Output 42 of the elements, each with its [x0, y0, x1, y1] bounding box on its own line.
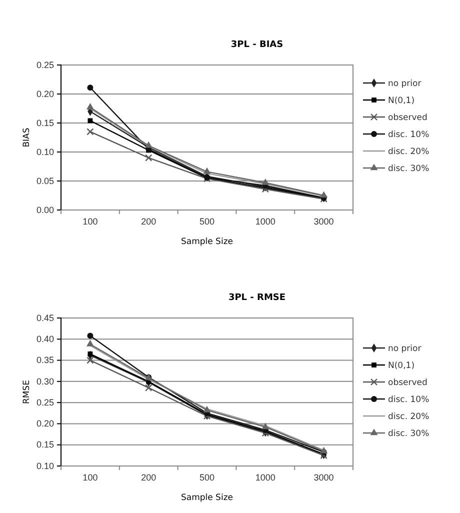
- legend-label: N(0,1): [388, 96, 415, 106]
- y-tick-label: 0.15: [36, 118, 54, 128]
- x-tick-label: 200: [141, 472, 156, 482]
- legend-label: no prior: [388, 79, 422, 89]
- y-tick-label: 0.05: [36, 176, 54, 186]
- x-tick-label: 1000: [255, 216, 276, 226]
- x-tick-label: 1000: [255, 472, 276, 482]
- y-tick-label: 0.45: [36, 312, 54, 323]
- y-tick-label: 0.20: [36, 418, 54, 429]
- y-tick-label: 0.30: [36, 376, 54, 386]
- x-tick-label: 500: [199, 472, 215, 482]
- x-axis-title: Sample Size: [180, 493, 234, 503]
- y-tick-label: 0.40: [36, 334, 54, 344]
- y-tick-label: 0.15: [36, 440, 54, 450]
- y-tick-label: 0.20: [36, 88, 54, 99]
- x-tick-label: 100: [82, 216, 98, 226]
- y-axis-title: RMSE: [22, 380, 32, 404]
- x-tick-label: 100: [82, 472, 98, 482]
- legend-label: disc. 10%: [388, 395, 430, 405]
- legend-label: observed: [388, 378, 428, 388]
- chart-title: 3PL - RMSE: [228, 293, 286, 303]
- y-tick-label: 0.00: [36, 204, 54, 215]
- y-tick-label: 0.35: [36, 355, 54, 366]
- y-axis-title: BIAS: [22, 128, 32, 148]
- x-tick-label: 3000: [314, 216, 334, 226]
- x-axis-title: Sample Size: [180, 237, 234, 247]
- legend-label: no prior: [388, 344, 422, 354]
- legend-label: disc. 20%: [388, 412, 430, 422]
- chart-title: 3PL - BIAS: [230, 40, 284, 50]
- y-tick-label: 0.10: [36, 460, 54, 471]
- legend-label: disc. 30%: [388, 164, 430, 174]
- x-tick-label: 3000: [314, 472, 334, 482]
- legend-label: N(0,1): [388, 361, 415, 371]
- x-tick-label: 500: [199, 216, 215, 226]
- y-tick-label: 0.25: [36, 60, 54, 70]
- y-tick-label: 0.10: [36, 146, 54, 157]
- legend-label: observed: [388, 113, 428, 123]
- legend-label: disc. 10%: [388, 130, 430, 140]
- y-tick-label: 0.25: [36, 397, 54, 408]
- legend-label: disc. 20%: [388, 147, 430, 157]
- legend-label: disc. 30%: [388, 429, 430, 439]
- x-tick-label: 200: [141, 216, 156, 226]
